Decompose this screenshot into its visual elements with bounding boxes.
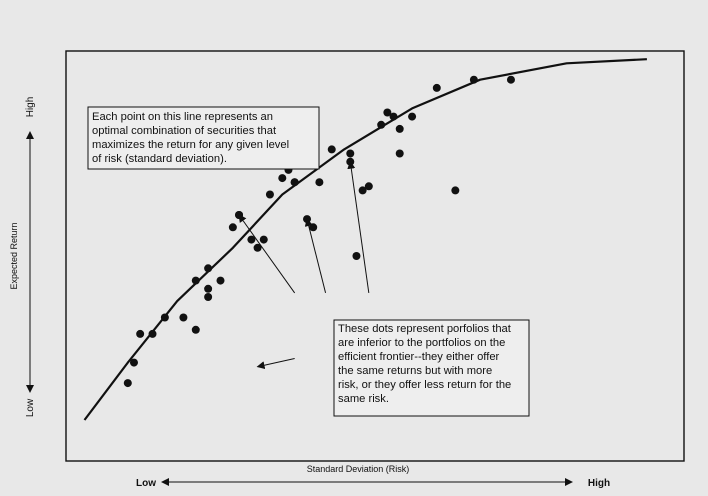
inferior-pointer-arrow xyxy=(304,218,327,294)
y-axis-low-label: Low xyxy=(25,398,36,417)
portfolio-dot xyxy=(364,182,373,191)
inferior-pointer-arrow xyxy=(347,160,370,293)
portfolio-dot xyxy=(315,178,324,187)
portfolio-dot xyxy=(123,379,132,388)
inferior-annotation-line: are inferior to the portfolios on the xyxy=(338,337,505,349)
portfolio-dot xyxy=(204,264,213,273)
portfolio-dot xyxy=(383,108,392,117)
portfolio-dot xyxy=(129,358,138,367)
inferior-annotation: These dots represent porfolios that are … xyxy=(333,319,530,417)
portfolio-dot xyxy=(469,75,478,84)
portfolio-dot xyxy=(204,284,213,293)
portfolio-dot xyxy=(259,235,268,244)
portfolio-dot xyxy=(247,235,256,244)
portfolio-dot xyxy=(204,293,213,301)
portfolio-dots xyxy=(123,75,515,388)
frontier-annotation-box xyxy=(87,106,320,170)
frontier-annotation: Each point on this line represents an op… xyxy=(87,106,320,170)
portfolio-dot xyxy=(265,190,274,199)
inferior-annotation-line: efficient frontier--they either offer xyxy=(338,351,500,363)
portfolio-dot xyxy=(148,329,157,338)
x-axis-high-label: High xyxy=(588,478,610,489)
inferior-annotation-line: risk, or they offer less return for the xyxy=(338,379,511,391)
y-axis-title: Expected Return xyxy=(9,222,19,289)
portfolio-dot xyxy=(160,313,169,322)
portfolio-dot xyxy=(191,325,200,334)
portfolio-dot xyxy=(395,124,404,133)
inferior-pointer-arrow xyxy=(238,214,296,294)
portfolio-dot xyxy=(179,313,188,322)
inferior-pointer-arrow xyxy=(256,358,295,370)
frontier-annotation-line: maximizes the return for any given level xyxy=(92,139,289,151)
portfolio-dot xyxy=(358,186,367,195)
portfolio-dot xyxy=(395,149,404,158)
portfolio-dot xyxy=(389,112,398,121)
x-axis-title: Standard Deviation (Risk) xyxy=(307,464,410,474)
portfolio-dot xyxy=(228,223,237,232)
portfolio-dot xyxy=(278,174,287,183)
portfolio-dot xyxy=(309,223,318,232)
portfolio-dot xyxy=(451,186,460,195)
inferior-annotation-line: same risk. xyxy=(338,393,389,405)
portfolio-dot xyxy=(377,120,386,129)
plot-frame xyxy=(65,50,685,462)
portfolio-dot xyxy=(352,252,361,260)
frontier-annotation-line: of risk (standard deviation). xyxy=(92,153,227,165)
portfolio-dot xyxy=(408,112,417,121)
y-axis-high-label: High xyxy=(25,97,36,118)
portfolio-dot xyxy=(432,83,441,92)
x-axis-low-label: Low xyxy=(136,478,156,489)
portfolio-dot xyxy=(290,178,299,187)
portfolio-dot xyxy=(191,276,200,285)
inferior-annotation-line: These dots represent porfolios that xyxy=(338,323,512,335)
inferior-annotation-box xyxy=(333,319,530,417)
frontier-annotation-line: Each point on this line represents an xyxy=(92,111,273,123)
portfolio-dot xyxy=(346,149,355,158)
portfolio-dot xyxy=(136,329,145,338)
portfolio-dot xyxy=(216,276,225,285)
portfolio-dot xyxy=(327,145,336,154)
portfolio-dot xyxy=(506,75,515,84)
inferior-annotation-line: the same returns but with more xyxy=(338,365,492,377)
portfolio-dot xyxy=(253,243,262,252)
frontier-annotation-line: optimal combination of securities that xyxy=(92,125,277,137)
